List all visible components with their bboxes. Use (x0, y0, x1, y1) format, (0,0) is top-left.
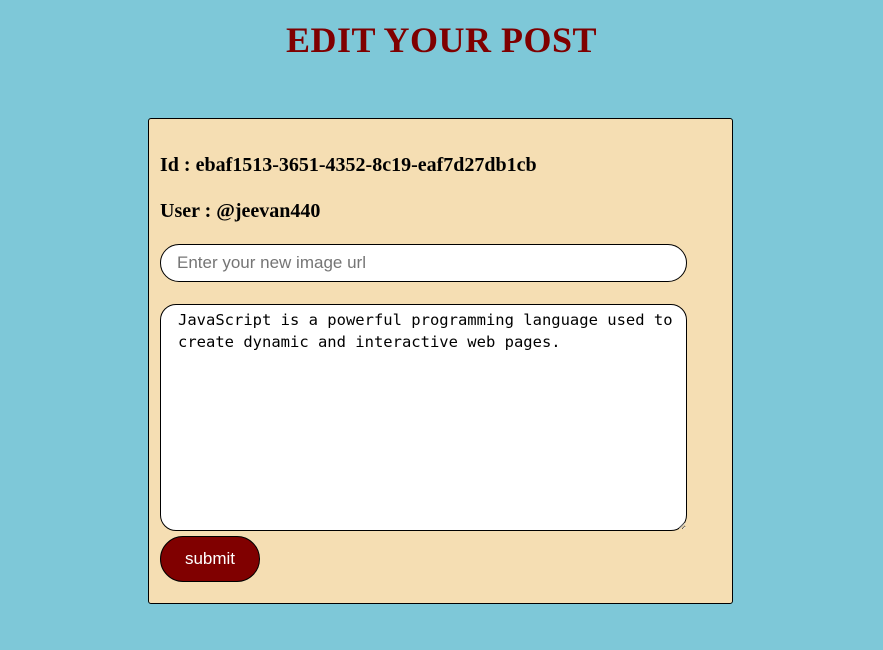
page-title: EDIT YOUR POST (285, 20, 598, 60)
post-user-label: User : @jeevan440 (160, 200, 321, 222)
post-id-label: Id : ebaf1513-3651-4352-8c19-eaf7d27db1c… (160, 154, 537, 176)
submit-button[interactable]: submit (160, 536, 260, 582)
image-url-input[interactable] (160, 244, 687, 282)
post-content-textarea[interactable]: JavaScript is a powerful programming lan… (160, 304, 687, 531)
edit-post-card: Id : ebaf1513-3651-4352-8c19-eaf7d27db1c… (148, 118, 733, 604)
